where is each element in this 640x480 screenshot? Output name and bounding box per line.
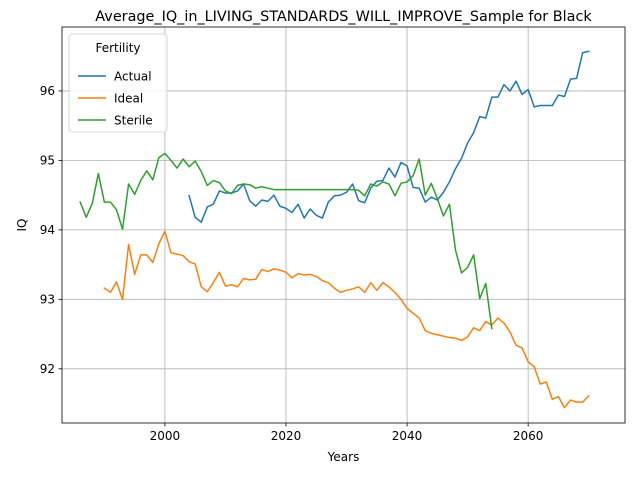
y-tick-label: 95 [40, 154, 55, 168]
legend: Fertility Actual Ideal Sterile [68, 33, 168, 133]
legend-title: Fertility [95, 41, 140, 55]
chart-title: Average_IQ_in_LIVING_STANDARDS_WILL_IMPR… [95, 9, 592, 25]
plot-frame [61, 26, 626, 424]
x-tick-label: 2040 [392, 429, 423, 443]
legend-label-ideal: Ideal [114, 91, 143, 105]
x-axis-title: Years [327, 450, 360, 464]
series-line-actual [188, 50, 590, 223]
legend-box [68, 33, 168, 133]
y-tick-label: 93 [40, 293, 55, 307]
legend-label-sterile: Sterile [114, 113, 153, 127]
y-tick-label: 96 [40, 84, 55, 98]
x-tick-label: 2060 [513, 429, 544, 443]
axis-ticks: 2000 2020 2040 2060 92 93 94 95 96 [40, 84, 544, 443]
y-axis-title: IQ [15, 219, 29, 232]
x-tick-label: 2000 [150, 429, 181, 443]
series-lines [79, 50, 590, 409]
x-tick-label: 2020 [271, 429, 302, 443]
y-tick-label: 94 [40, 223, 55, 237]
legend-label-actual: Actual [114, 69, 152, 83]
series-line-ideal [103, 230, 590, 409]
series-line-sterile [79, 152, 493, 330]
y-tick-label: 92 [40, 362, 55, 376]
